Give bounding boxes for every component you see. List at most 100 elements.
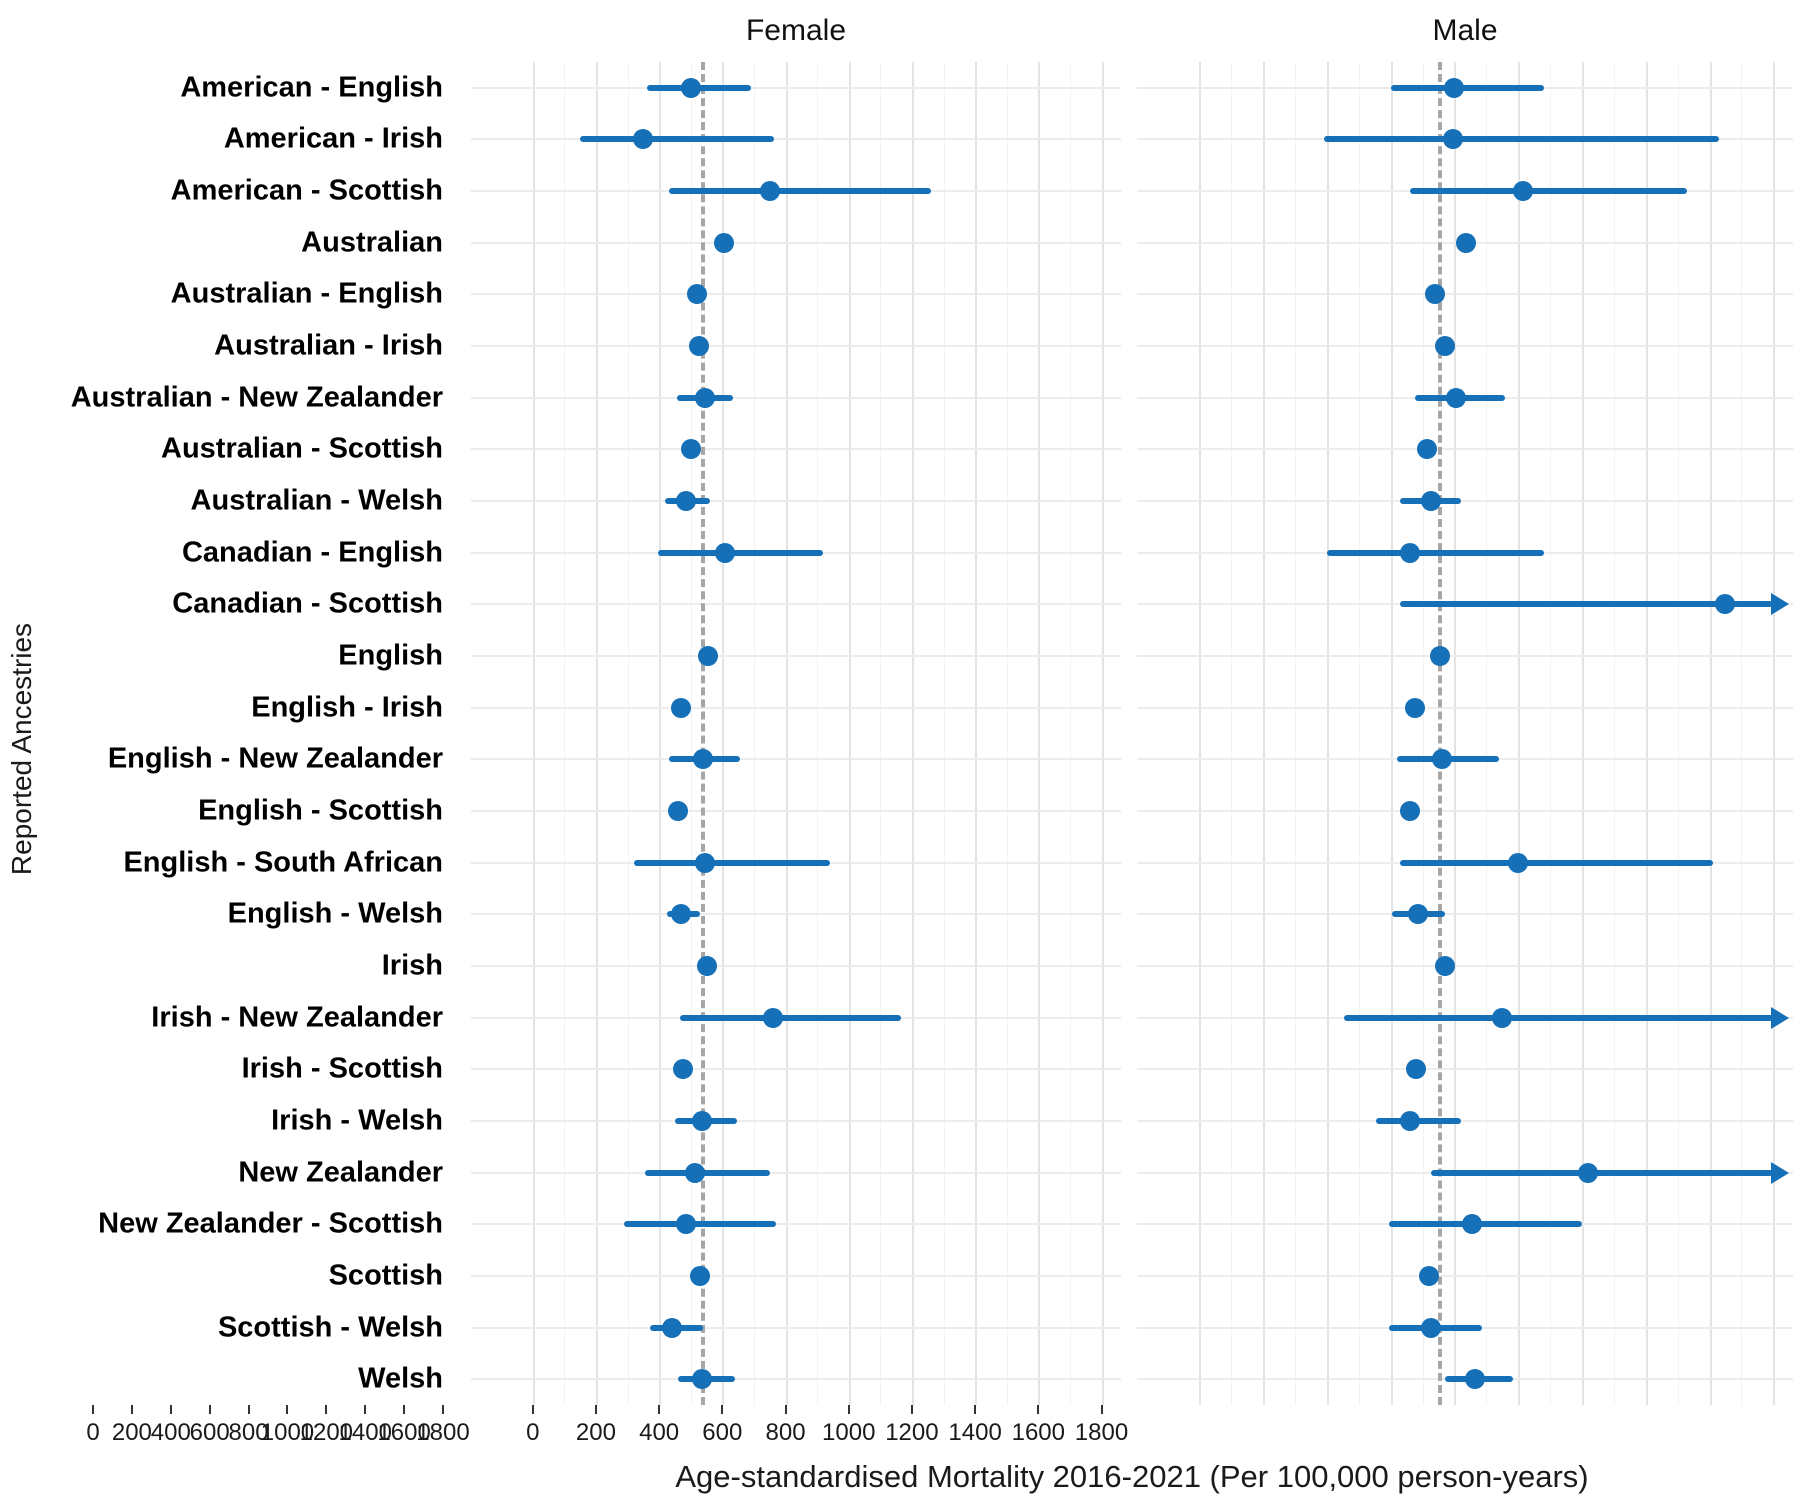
ci-bar xyxy=(624,1221,777,1228)
category-label: English - Scottish xyxy=(198,794,443,827)
gridline-row xyxy=(1137,1274,1793,1277)
gridline-vertical xyxy=(532,62,535,1405)
axis-tick xyxy=(442,1405,444,1414)
ci-bar xyxy=(1400,601,1774,608)
point-estimate-dot xyxy=(1578,1162,1599,1183)
ci-upper-arrow-icon xyxy=(1771,593,1790,616)
category-label: American - Scottish xyxy=(170,174,443,207)
gridline-vertical xyxy=(975,62,978,1405)
category-label: Canadian - English xyxy=(181,536,443,569)
gridline-row xyxy=(471,603,1121,606)
category-label: American - Irish xyxy=(223,122,443,155)
gridline-vertical xyxy=(1645,62,1648,1405)
gridline-row xyxy=(471,809,1121,812)
category-label: Irish xyxy=(381,949,443,982)
point-estimate-dot xyxy=(661,1317,682,1338)
gridline-vertical xyxy=(1677,62,1679,1405)
gridline-row xyxy=(1137,913,1793,916)
category-label: Irish - Welsh xyxy=(271,1104,443,1137)
point-estimate-dot xyxy=(1434,336,1455,357)
point-estimate-dot xyxy=(1465,1369,1486,1390)
ci-upper-arrow-icon xyxy=(1771,1006,1790,1029)
gridline-vertical xyxy=(1006,62,1008,1405)
axis-tick-label: 800 xyxy=(228,1419,269,1446)
gridline-row xyxy=(1137,500,1793,503)
category-label: Australian - Irish xyxy=(214,329,443,362)
category-label: Welsh xyxy=(358,1362,443,1395)
gridline-vertical xyxy=(1069,62,1071,1405)
gridline-vertical xyxy=(1581,62,1584,1405)
gridline-vertical xyxy=(1326,62,1329,1405)
point-estimate-dot xyxy=(694,852,715,873)
category-label: Irish - Scottish xyxy=(241,1052,443,1085)
axis-spacer xyxy=(1137,1405,1793,1457)
point-estimate-dot xyxy=(688,336,709,357)
gridline-vertical xyxy=(848,62,851,1405)
gridline-vertical xyxy=(627,62,629,1405)
ci-bar xyxy=(580,136,775,143)
point-estimate-dot xyxy=(671,697,692,718)
category-label: English - Irish xyxy=(251,691,443,724)
category-label: Irish - New Zealander xyxy=(151,1001,443,1034)
gridline-row xyxy=(1137,655,1793,658)
gridline-row xyxy=(471,913,1121,916)
axis-tick xyxy=(247,1405,250,1414)
ci-bar xyxy=(644,1169,770,1176)
point-estimate-dot xyxy=(713,232,734,253)
axis-tick-label: 200 xyxy=(111,1419,152,1446)
category-label: English - Welsh xyxy=(227,897,443,930)
point-estimate-dot xyxy=(1444,77,1465,98)
point-estimate-dot xyxy=(691,1369,712,1390)
point-estimate-dot xyxy=(1431,749,1452,770)
gridline-vertical xyxy=(817,62,819,1405)
point-estimate-dot xyxy=(1715,594,1736,615)
title-spacer xyxy=(55,1457,455,1500)
gridline-vertical xyxy=(659,62,662,1405)
point-estimate-dot xyxy=(694,387,715,408)
gridline-row xyxy=(471,138,1121,141)
gridline-row xyxy=(471,1378,1121,1381)
gridline-vertical xyxy=(1773,62,1776,1405)
x-axis-female: 0 200 400 600 800 1000 1200 1400 1600 1800 xyxy=(55,1405,470,1457)
point-estimate-dot xyxy=(1399,542,1420,563)
point-estimate-dot xyxy=(1434,955,1455,976)
point-estimate-dot xyxy=(691,1110,712,1131)
gridline-row xyxy=(471,1119,1121,1122)
category-label: New Zealander - Scottish xyxy=(98,1207,443,1240)
axis-tick xyxy=(130,1405,133,1414)
axis-tick-label: 800 xyxy=(765,1419,806,1446)
point-estimate-dot xyxy=(693,749,714,770)
axis-tick-label: 200 xyxy=(575,1419,616,1446)
gridline-vertical xyxy=(943,62,945,1405)
axis-tick-label: 1800 xyxy=(1074,1419,1129,1446)
point-estimate-dot xyxy=(672,1059,693,1080)
point-estimate-dot xyxy=(685,1162,706,1183)
gridline-row xyxy=(471,293,1121,296)
axis-tick xyxy=(403,1405,406,1414)
gridline-row xyxy=(471,241,1121,244)
point-estimate-dot xyxy=(1442,129,1463,150)
panel-male xyxy=(1137,62,1793,1405)
gridline-vertical xyxy=(564,62,566,1405)
ci-bar xyxy=(1400,859,1713,866)
axis-tick-label: 600 xyxy=(189,1419,230,1446)
axis-tick-label: 1000 xyxy=(822,1419,876,1446)
category-label: Australian - New Zealander xyxy=(70,381,443,414)
point-estimate-dot xyxy=(668,800,689,821)
point-estimate-dot xyxy=(696,955,717,976)
axis-tick xyxy=(721,1405,724,1414)
point-estimate-dot xyxy=(1417,439,1438,460)
gridline-row xyxy=(1137,706,1793,709)
point-estimate-dot xyxy=(687,284,708,305)
gridline-row xyxy=(471,1171,1121,1174)
panel-female xyxy=(471,62,1121,1405)
axis-tick-label: 1200 xyxy=(299,1419,354,1446)
facet-header-female: Female xyxy=(745,14,847,47)
point-estimate-dot xyxy=(1418,1265,1439,1286)
ci-bar xyxy=(1390,84,1544,91)
gridline-row xyxy=(471,964,1121,967)
gridline-row xyxy=(471,1274,1121,1277)
point-estimate-dot xyxy=(680,439,701,460)
gridline-vertical xyxy=(1486,62,1488,1405)
axis-tick xyxy=(847,1405,850,1414)
